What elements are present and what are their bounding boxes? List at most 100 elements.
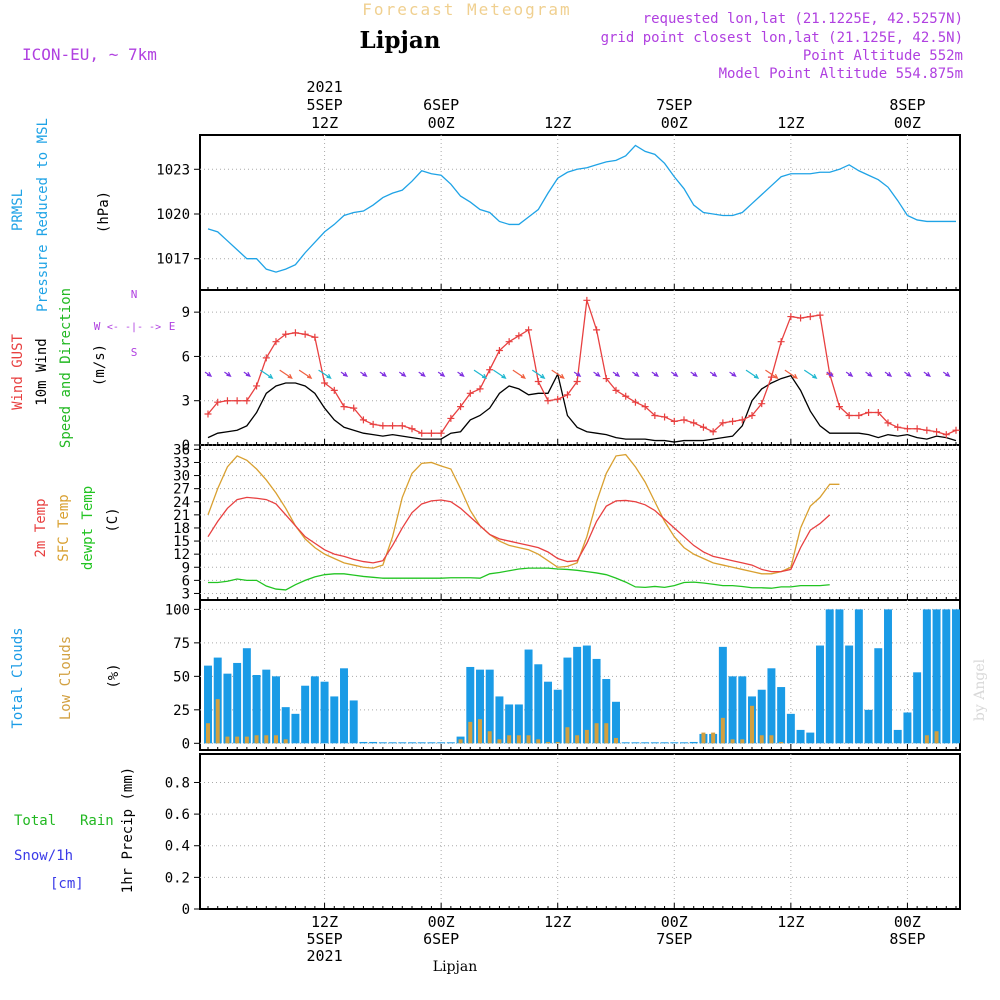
wind-gust-marker xyxy=(495,347,503,355)
clouds-side-labels: Total Clouds Low Clouds (%) xyxy=(10,627,122,728)
wind-direction-arrow xyxy=(360,371,368,378)
y-tick-label: 9 xyxy=(182,560,190,576)
total-cloud-bar xyxy=(359,741,368,744)
y-tick-label: 75 xyxy=(173,636,190,652)
total-cloud-bar xyxy=(806,732,815,744)
wind-gust-marker xyxy=(408,425,416,433)
y-tick-label: 0.8 xyxy=(165,775,190,791)
model-altitude: Model Point Altitude 554.875m xyxy=(719,66,963,82)
wind-gust-marker xyxy=(544,397,552,405)
total-cloud-bar xyxy=(437,742,446,744)
total-cloud-bar xyxy=(505,704,514,744)
low-cloud-bar xyxy=(546,741,550,744)
wind-gust-marker xyxy=(913,425,921,433)
wind-gust-marker xyxy=(214,398,222,406)
y-tick-label: 12 xyxy=(173,547,190,563)
bottom-time-label: 8SEP xyxy=(889,930,925,948)
top-time-label: 5SEP xyxy=(307,96,343,114)
wind-gust-marker xyxy=(418,429,426,437)
wind-direction-arrow xyxy=(651,371,659,378)
location-title: Lipjan xyxy=(360,27,441,54)
2m-temp-line xyxy=(207,496,831,573)
bottom-time-label: 6SEP xyxy=(423,930,459,948)
y-tick-label: 1017 xyxy=(156,252,190,268)
wind-direction-arrow xyxy=(379,371,387,378)
wind-gust-marker xyxy=(282,330,290,338)
low-cloud-bar xyxy=(274,735,278,744)
total-cloud-bar xyxy=(233,662,242,744)
wind-direction-arrow xyxy=(593,371,601,378)
wind-gust-line xyxy=(207,300,957,436)
product-title: Forecast Meteogram xyxy=(362,0,571,19)
wind-gust-marker xyxy=(923,426,931,434)
wind-gust-marker xyxy=(330,386,338,394)
wind-gust-marker xyxy=(748,411,756,419)
bottom-time-label: 12Z xyxy=(311,913,338,931)
wind-gust-marker xyxy=(631,398,639,406)
wind-gust-marker xyxy=(301,330,309,338)
wind-direction-arrow xyxy=(457,371,465,378)
total-cloud-bar xyxy=(767,668,776,744)
low-cloud-bar xyxy=(779,741,784,744)
total-cloud-bar xyxy=(932,609,941,744)
wind-direction-arrow xyxy=(493,369,507,380)
bottom-time-label: 00Z xyxy=(661,913,688,931)
wind-gust-marker xyxy=(845,411,853,419)
y-tick-label: 3 xyxy=(182,586,190,602)
precip-axis-label: 1hr Precip (mm) xyxy=(120,767,136,893)
wind-direction-arrow xyxy=(826,371,834,378)
wind-gust-marker xyxy=(515,332,523,340)
pressure-msl-label: Pressure Reduced to MSL xyxy=(35,118,51,312)
wind-gust-marker xyxy=(457,403,465,411)
wind-gust-marker xyxy=(787,313,795,321)
y-tick-label: 33 xyxy=(173,455,190,471)
precip-cm-label: [cm] xyxy=(50,876,84,892)
wind-direction-arrow xyxy=(803,369,818,380)
wind-gust-label: Wind GUST xyxy=(10,334,26,410)
low-cloud-bar xyxy=(244,736,249,744)
y-tick-label: 36 xyxy=(173,442,190,458)
low-cloud-bar xyxy=(283,739,288,744)
wind-direction-arrow xyxy=(298,369,313,380)
total-cloud-bar xyxy=(534,664,543,744)
wind-gust-marker xyxy=(321,379,329,387)
low-cloud-bar xyxy=(720,717,725,744)
low-cloud-bar xyxy=(555,741,560,744)
top-time-label: 12Z xyxy=(544,114,571,132)
wind-direction-arrow xyxy=(531,369,546,380)
low-cloud-bar xyxy=(487,731,492,744)
wind-gust-marker xyxy=(641,403,649,411)
total-cloud-bar xyxy=(340,668,348,744)
wind-direction-arrow xyxy=(729,371,737,378)
wind-direction-arrow xyxy=(418,371,426,378)
wind-unit: (m/s) xyxy=(92,344,108,386)
total-cloud-bar xyxy=(291,713,300,744)
wind-gust-marker xyxy=(563,391,571,399)
low-cloud-bar xyxy=(575,735,580,744)
bottom-time-label: 00Z xyxy=(428,913,455,931)
total-cloud-bar xyxy=(718,646,727,744)
wind-gust-marker xyxy=(359,416,367,424)
bottom-time-label: 00Z xyxy=(894,913,921,931)
wind-gust-marker xyxy=(593,326,601,334)
wind-direction-arrow xyxy=(551,369,565,380)
wind-gust-marker xyxy=(447,414,455,422)
total-cloud-bar xyxy=(612,701,620,744)
total-cloud-bar xyxy=(582,645,591,744)
total-cloud-bar xyxy=(272,676,280,744)
total-clouds-label: Total Clouds xyxy=(10,627,26,728)
low-cloud-bar xyxy=(604,723,609,744)
wind-gust-marker xyxy=(476,385,484,393)
low-cloud-bar xyxy=(507,735,512,744)
y-tick-label: 21 xyxy=(173,508,190,524)
wind-gust-marker xyxy=(369,420,377,428)
y-tick-label: 24 xyxy=(173,495,190,511)
low-cloud-bar xyxy=(565,727,570,744)
wind-gust-marker xyxy=(729,417,737,425)
wind-gust-marker xyxy=(680,416,688,424)
precip-snow-label: Snow/1h xyxy=(14,848,73,864)
low-cloud-bar xyxy=(225,736,230,744)
pressure-unit: (hPa) xyxy=(96,191,112,233)
wind-gust-marker xyxy=(398,422,406,430)
marks-layer xyxy=(204,144,960,744)
